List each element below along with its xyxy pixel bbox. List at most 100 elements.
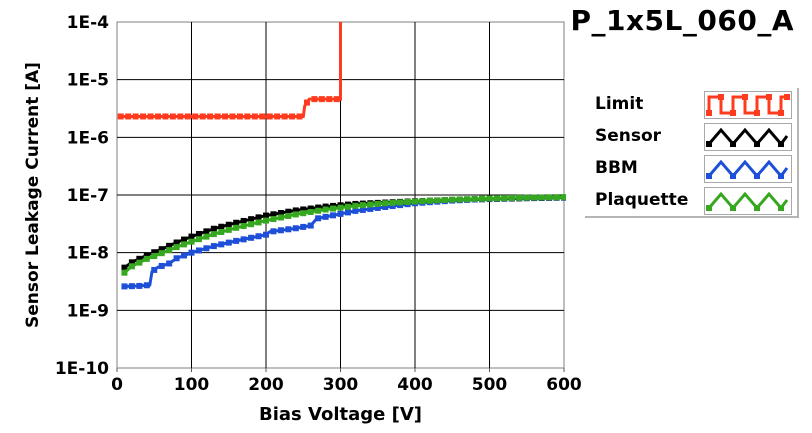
data-point [285,226,292,233]
data-point [240,217,247,224]
data-point [140,113,147,120]
legend-marker [754,110,760,116]
data-point [128,263,135,270]
data-point [330,212,337,219]
data-point [434,197,441,204]
data-point [166,247,173,254]
data-point [315,215,322,222]
legend-item-bbm[interactable]: BBM [583,152,797,184]
data-point [538,194,545,201]
data-point [195,247,202,254]
data-point [412,198,418,205]
data-point [147,113,154,120]
legend-marker [754,173,760,179]
legend-swatch-limit[interactable] [704,91,792,119]
legend-swatch-bbm[interactable] [704,155,792,183]
data-point [479,195,486,202]
data-point [259,113,266,120]
data-point [337,204,344,211]
data-point [195,230,202,237]
data-point [240,222,247,229]
data-point [229,113,236,120]
legend-marker [778,110,784,116]
data-point [188,249,195,256]
legend-marker [730,141,736,147]
data-point [158,250,165,257]
data-point [322,206,329,213]
data-point [486,195,493,202]
data-point [300,206,307,213]
legend-marker [778,173,784,179]
data-point [307,208,314,215]
data-point [218,241,225,248]
series-plaquette [121,194,566,276]
data-point [132,113,139,120]
data-point [344,209,351,216]
data-point [493,195,500,202]
data-point [337,210,344,217]
data-point [318,96,325,103]
data-point [382,200,389,207]
data-point [121,269,128,276]
data-point [523,194,530,201]
data-point [359,206,366,213]
data-point [292,225,299,232]
data-point [374,204,381,211]
chart-title: P_1x5L_060_A [570,4,794,37]
legend-marker [706,110,712,116]
data-point [352,202,359,209]
legend-panel: Limit Sensor BBM Plaquette [583,86,797,216]
data-point [367,201,374,208]
data-point [166,260,173,267]
x-tick-label: 400 [397,375,433,395]
data-point [188,233,195,240]
x-tick-label: 100 [174,375,210,395]
data-point [128,283,135,290]
data-point [121,283,128,290]
data-point [184,113,191,120]
data-point [307,205,314,212]
data-point [199,113,206,120]
legend-swatch-sensor[interactable] [704,123,792,151]
legend-item-plaquette[interactable]: Plaquette [583,184,797,216]
x-tick-label: 0 [111,375,123,395]
data-point [285,208,292,215]
legend-swatch-plaquette[interactable] [704,187,792,215]
data-point [192,113,199,120]
data-point [263,212,269,219]
data-point [516,194,523,201]
data-point [255,233,262,240]
data-point [285,212,292,219]
legend-marker [706,173,712,179]
data-point [117,113,124,120]
data-point [121,264,128,271]
y-tick-label: 1E-9 [67,301,109,321]
legend-marker [730,173,736,179]
data-point [553,194,560,201]
x-axis-label: Bias Voltage [V] [259,404,422,425]
data-point [125,113,132,120]
data-point [255,219,262,226]
data-point [303,99,310,106]
legend-marker [784,94,790,100]
data-point [251,113,258,120]
legend-marker [754,141,760,147]
data-point [389,203,396,210]
data-point [322,213,329,220]
data-point [367,205,374,212]
y-tick-label: 1E-8 [67,244,109,264]
data-point [203,233,210,240]
data-point [471,195,478,202]
data-point [333,96,340,103]
data-point [307,222,314,229]
legend-item-limit[interactable]: Limit [583,88,797,120]
data-point [449,196,456,203]
data-point [426,197,433,204]
data-point [210,231,217,238]
data-point [158,246,165,253]
data-point [151,266,158,273]
x-tick-label: 200 [248,375,284,395]
data-point [233,237,240,244]
legend-item-sensor[interactable]: Sensor [583,120,797,152]
data-point [143,255,150,262]
